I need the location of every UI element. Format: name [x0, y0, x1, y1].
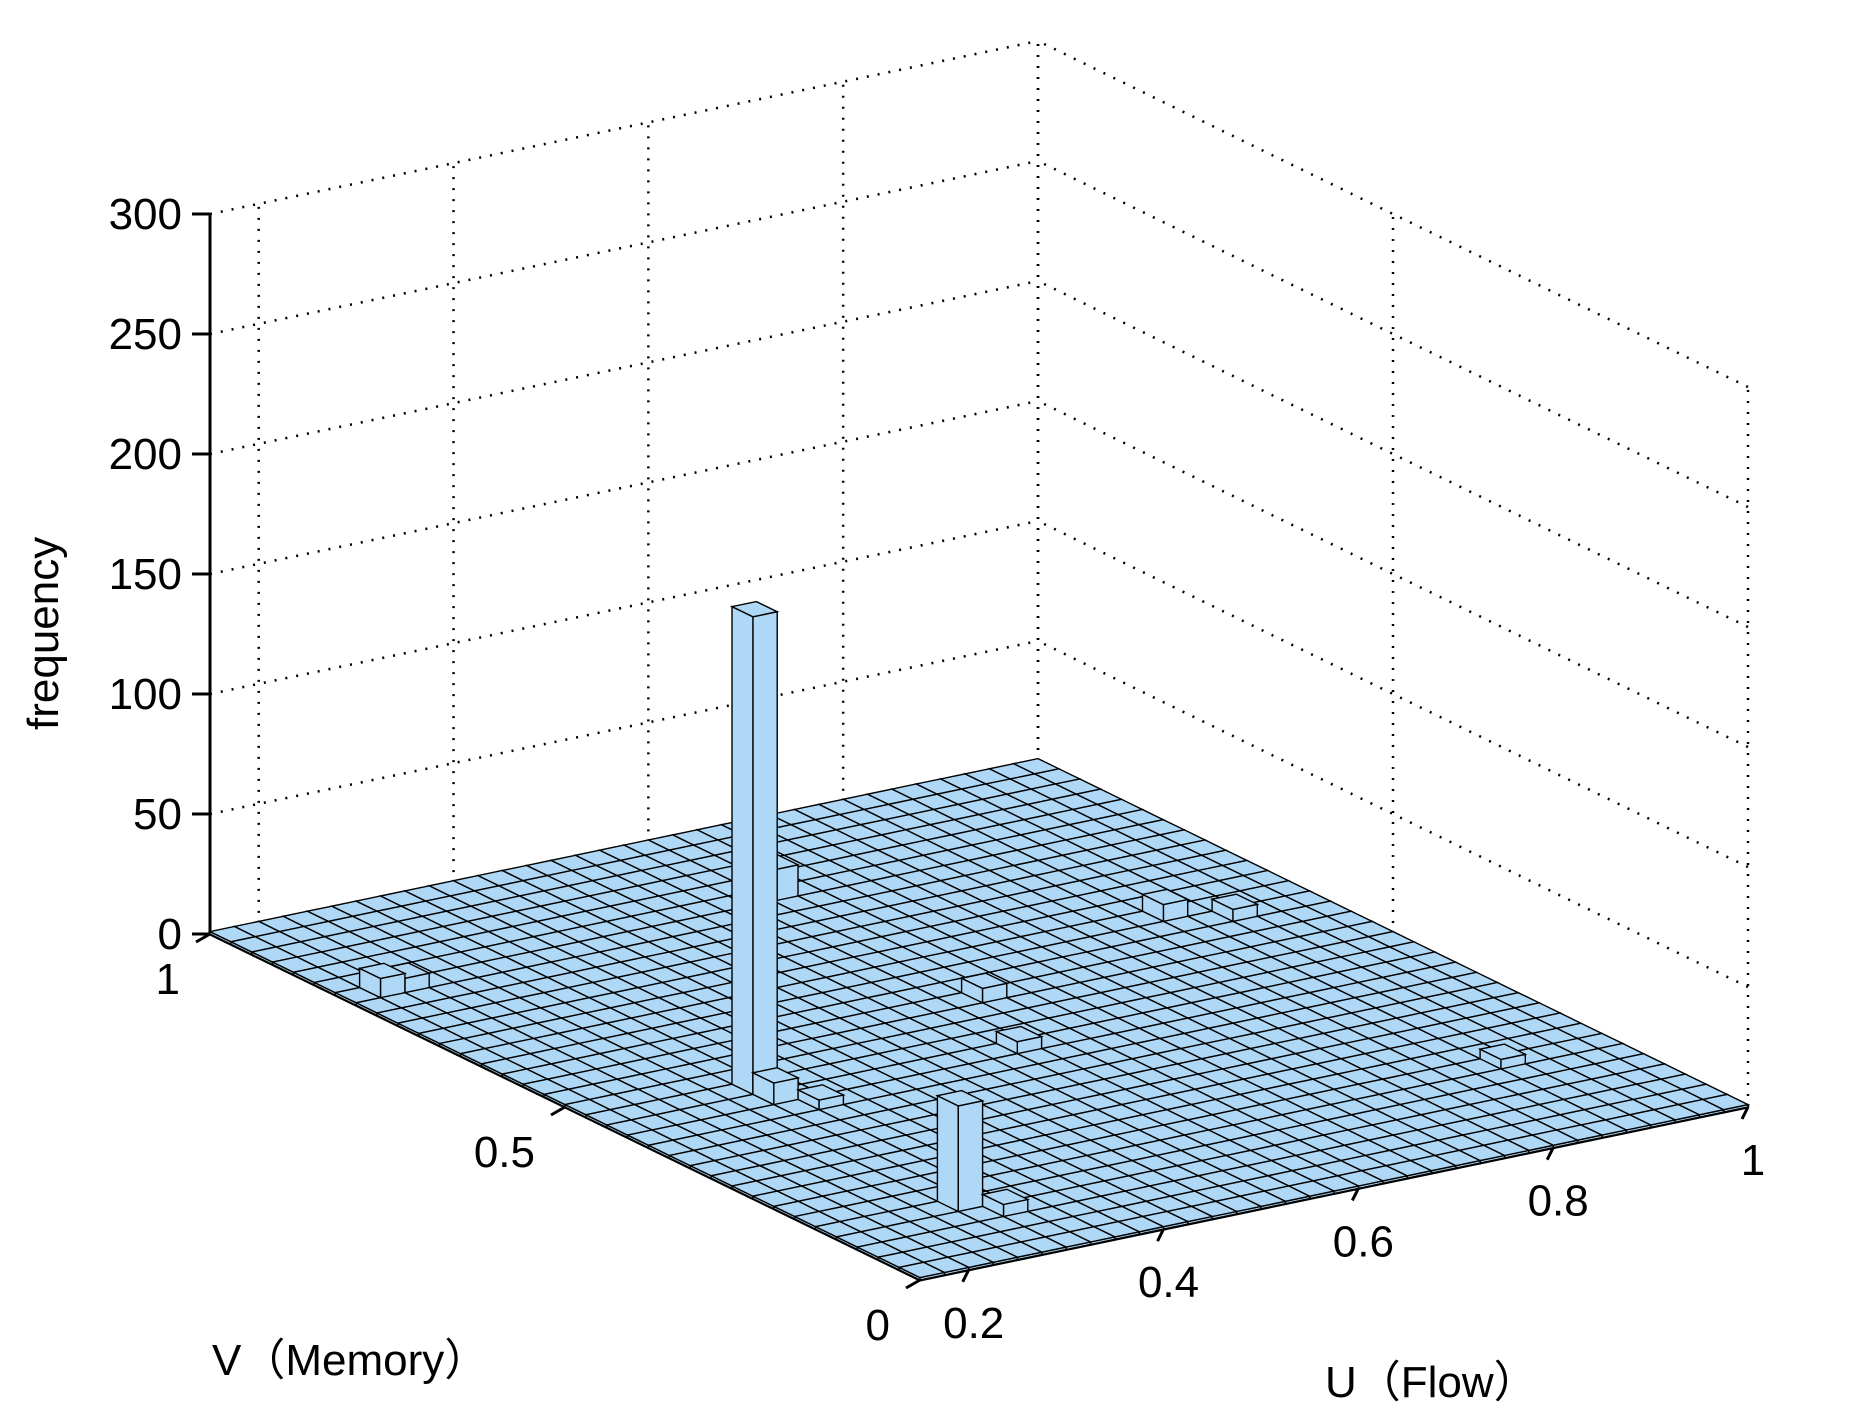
bars: [207, 600, 1751, 1282]
u-tick-mark: [961, 1269, 971, 1283]
v-tick-mark: [195, 932, 211, 944]
bar-face-top: [357, 962, 408, 980]
v-tick-label: 0.5: [474, 1128, 535, 1177]
bar-face-top: [729, 600, 780, 618]
u-tick-label: 0.2: [943, 1299, 1004, 1348]
histogram-bar: [1209, 893, 1260, 925]
bar-face-top: [994, 1025, 1044, 1043]
z-axis-label: frequency: [19, 537, 68, 730]
v-tick-label: 1: [156, 955, 180, 1004]
gridline-z-right: [1037, 279, 1749, 629]
z-tick-label: 300: [109, 190, 182, 239]
gridline-z-right: [1037, 159, 1749, 509]
u-tick-mark: [1545, 1147, 1555, 1161]
gridline-z-right: [1037, 399, 1749, 749]
gridline-z-back: [209, 399, 1039, 576]
gridline-z-right: [1037, 39, 1749, 389]
gridline-z-back: [209, 519, 1039, 696]
v-tick-mark: [905, 1278, 921, 1290]
z-tick-label: 150: [109, 550, 182, 599]
u-tick-mark: [1740, 1106, 1750, 1120]
bar-face-top: [959, 972, 1009, 990]
z-tick-label: 250: [109, 310, 182, 359]
bar-face-top: [980, 1188, 1030, 1206]
bar-face-front: [752, 610, 778, 1098]
histogram-bar: [935, 1089, 985, 1216]
histogram-bar: [729, 600, 780, 1098]
bar-face-top: [1209, 893, 1260, 911]
v-tick-mark: [550, 1105, 566, 1117]
gridline-z-back: [209, 639, 1039, 816]
tick-labels: 0 50 100 150 200 250 300 0 0.5 1 0.2 0.4 0.6 0.8 1: [109, 190, 1766, 1350]
bar-face-top: [935, 1089, 985, 1107]
histogram-bar: [896, 1261, 947, 1282]
z-tick-label: 200: [109, 430, 182, 479]
z-tick-label: 50: [133, 790, 182, 839]
v-tick-label: 0: [866, 1301, 890, 1350]
gridline-z-back: [209, 279, 1039, 456]
z-tick-label: 0: [158, 910, 182, 959]
u-tick-mark: [1351, 1187, 1360, 1202]
bar-face-top: [896, 1261, 947, 1279]
bar-face-top: [1477, 1043, 1528, 1061]
y-axis-label: V（Memory）: [212, 1336, 488, 1385]
bar-face-top: [750, 1066, 801, 1084]
bar-face-left: [731, 605, 754, 1098]
x-axis-label: U（Flow）: [1325, 1358, 1538, 1407]
bar-face-left: [936, 1094, 959, 1216]
gridline-z-back: [209, 39, 1039, 216]
u-tick-label: 1: [1741, 1136, 1765, 1185]
bar-face-front: [957, 1099, 984, 1215]
u-tick-label: 0.8: [1528, 1177, 1589, 1226]
bar-face-top: [1140, 888, 1190, 906]
u-tick-label: 0.6: [1333, 1217, 1394, 1266]
z-tick-label: 100: [109, 670, 182, 719]
u-tick-mark: [1156, 1228, 1165, 1242]
bar-face-top: [795, 1084, 846, 1101]
u-tick-label: 0.4: [1138, 1258, 1199, 1307]
gridline-z-back: [209, 159, 1039, 336]
